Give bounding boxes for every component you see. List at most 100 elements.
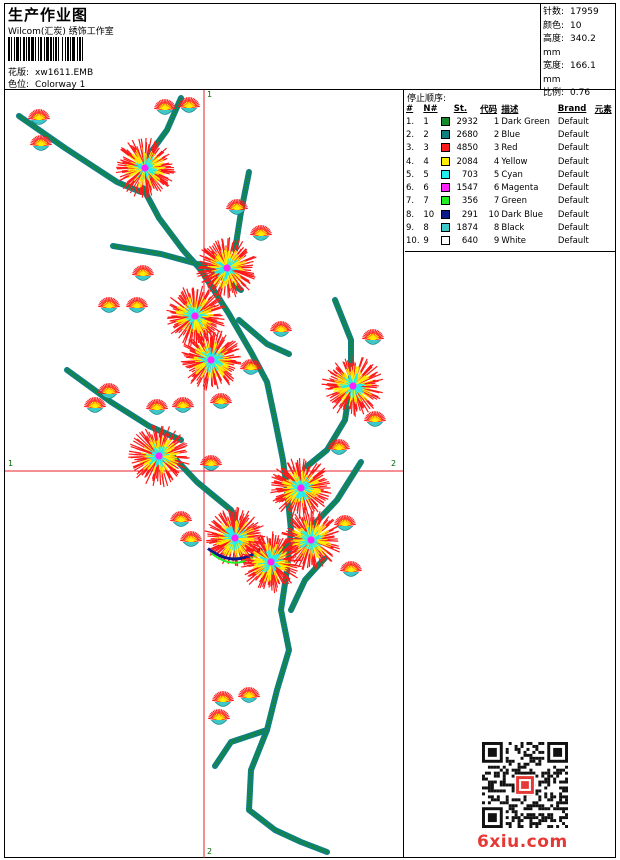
color-table-body: 1. 1 2932 1 Dark Green Default 2. 2 2680 2 Blue Def… xyxy=(405,115,615,248)
stitch-count: 2680 xyxy=(456,129,479,140)
color-sequence-panel: 停止顺序: # N# St. 代码 描述 Brand 元素 1. 1 2932 1 Da… xyxy=(405,90,615,858)
design-label: 花版: xyxy=(8,68,30,78)
color-swatch xyxy=(440,128,452,141)
thread-brand: Default xyxy=(557,169,589,180)
color-swatch xyxy=(440,221,452,234)
thread-brand: Default xyxy=(557,156,589,167)
barcode xyxy=(8,37,135,61)
color-code: 3 xyxy=(493,143,500,154)
color-code: 1 xyxy=(493,116,500,127)
stitch-count: 1874 xyxy=(456,223,479,234)
col-brand: Brand xyxy=(557,103,587,114)
stitch-count: 2084 xyxy=(456,156,479,167)
element xyxy=(594,128,615,141)
col-code: 代码 xyxy=(480,104,498,115)
stitch-count: 4850 xyxy=(456,143,479,154)
color-row: 6. 6 1547 6 Magenta Default xyxy=(405,181,615,194)
color-description: White xyxy=(501,236,527,247)
row-index: 6. xyxy=(406,183,415,194)
color-swatch xyxy=(440,168,452,181)
color-row: 9. 8 1874 8 Black Default xyxy=(405,221,615,234)
color-description: Green xyxy=(501,196,528,207)
colorway-name: Colorway 1 xyxy=(35,80,86,90)
stitch-count: 356 xyxy=(461,196,479,207)
stat-width: 宽度: 166.1 mm xyxy=(543,61,596,85)
needle-number: 9 xyxy=(423,236,429,247)
axis-label-left: 1 xyxy=(8,459,14,468)
color-code: 4 xyxy=(493,156,500,167)
thread-brand: Default xyxy=(557,196,589,207)
stat-scale: 比例: 0.76 xyxy=(543,88,591,98)
stitch-count: 640 xyxy=(461,236,479,247)
row-index: 4. xyxy=(406,156,415,167)
sequence-title: 停止顺序: xyxy=(407,94,447,104)
design-file-row: 花版: xw1611.EMB xyxy=(8,65,93,78)
color-code: 8 xyxy=(493,223,500,234)
stat-stitches: 针数: 17959 xyxy=(543,7,599,17)
swatch-white xyxy=(441,236,451,246)
panel-divider xyxy=(405,251,615,252)
row-index: 8. xyxy=(406,209,415,220)
color-row: 8. 10 291 10 Dark Blue Default xyxy=(405,208,615,221)
color-row: 7. 7 356 7 Green Default xyxy=(405,195,615,208)
swatch-dark-blue xyxy=(441,209,451,219)
color-table: # N# St. 代码 描述 Brand 元素 1. 1 2932 1 Dark Gre… xyxy=(405,102,615,248)
element xyxy=(594,155,615,168)
color-description: Dark Green xyxy=(501,116,550,127)
header: 生产作业图 Wilcom(汇炭) 绣饰工作室 花版: xw1611.EMB 色位:… xyxy=(5,4,615,98)
swatch-dark-green xyxy=(441,116,451,126)
color-table-header: # N# St. 代码 描述 Brand 元素 xyxy=(405,102,615,115)
color-code: 9 xyxy=(493,236,500,247)
needle-number: 6 xyxy=(423,183,429,194)
color-swatch xyxy=(440,208,452,221)
color-swatch xyxy=(440,155,452,168)
row-index: 2. xyxy=(406,129,415,140)
color-description: Yellow xyxy=(501,156,528,167)
site-logo: 6xiu.com xyxy=(477,832,568,852)
needle-number: 5 xyxy=(423,169,429,180)
swatch-cyan xyxy=(441,169,451,179)
needle-number: 2 xyxy=(423,129,429,140)
row-index: 1. xyxy=(406,116,415,127)
color-description: Black xyxy=(501,223,525,234)
color-swatch xyxy=(440,181,452,194)
thread-brand: Default xyxy=(557,236,589,247)
thread-brand: Default xyxy=(557,209,589,220)
color-description: Blue xyxy=(501,129,521,140)
stitch-count: 1547 xyxy=(456,183,479,194)
needle-number: 8 xyxy=(423,223,429,234)
element xyxy=(594,221,615,234)
stitch-count: 2932 xyxy=(456,116,479,127)
design-file-name: xw1611.EMB xyxy=(35,68,94,78)
blossoms xyxy=(28,96,386,725)
colorway-label: 色位: xyxy=(8,80,30,90)
element xyxy=(594,208,615,221)
row-index: 10. xyxy=(406,236,420,247)
color-description: Cyan xyxy=(501,169,523,180)
color-description: Dark Blue xyxy=(501,209,543,220)
thread-brand: Default xyxy=(557,116,589,127)
page-title: 生产作业图 xyxy=(8,6,89,24)
color-row: 1. 1 2932 1 Dark Green Default xyxy=(405,115,615,128)
color-code: 7 xyxy=(493,196,500,207)
row-index: 9. xyxy=(406,223,415,234)
color-code: 2 xyxy=(493,129,500,140)
element xyxy=(594,142,615,155)
color-description: Magenta xyxy=(501,183,539,194)
element xyxy=(594,181,615,194)
element xyxy=(594,115,615,128)
color-row: 4. 4 2084 4 Yellow Default xyxy=(405,155,615,168)
color-row: 10. 9 640 9 White Default xyxy=(405,235,615,248)
color-row: 5. 5 703 5 Cyan Default xyxy=(405,168,615,181)
design-preview: 1 2 1 2 xyxy=(5,90,404,858)
col-element: 元素 xyxy=(594,104,612,115)
axis-label-top: 1 xyxy=(207,90,213,99)
swatch-magenta xyxy=(441,183,451,193)
row-index: 3. xyxy=(406,143,415,154)
col-description: 描述 xyxy=(501,104,519,115)
axis-label-right: 2 xyxy=(391,459,397,468)
swatch-red xyxy=(441,143,451,153)
color-code: 6 xyxy=(493,183,500,194)
needle-number: 10 xyxy=(423,209,435,220)
axis-label-bottom: 2 xyxy=(207,847,213,856)
